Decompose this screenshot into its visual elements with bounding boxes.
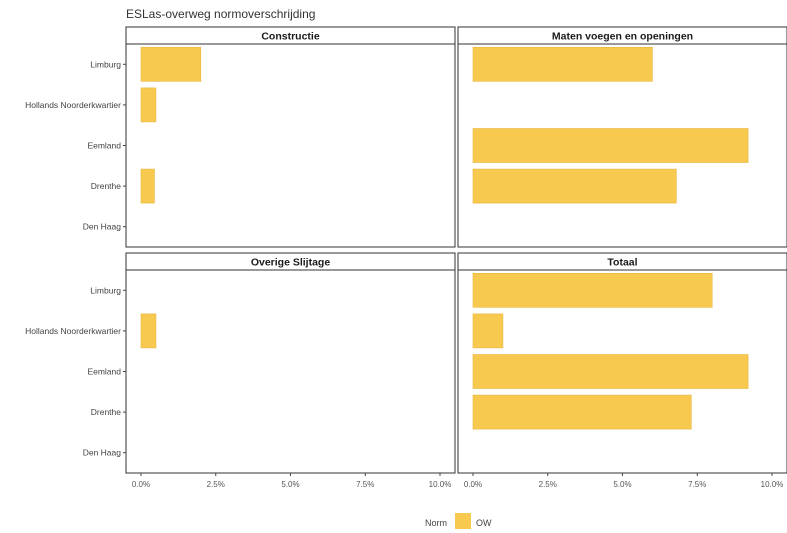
bar-hollands-noorderkwartier [140,87,157,123]
legend-title: Norm [425,518,447,528]
bar-eemland [472,128,749,163]
panel-constructie: Constructie Limburg Hollands Noorderkwarti… [25,26,456,248]
chart-title: ESLas-overweg normoverschrijding [126,7,315,21]
x-tick-label: 0.0% [132,480,150,489]
y-tick-label-eemland: Eemland [87,141,121,151]
legend: Norm OW [425,513,492,529]
y-tick-label-limburg: Limburg [90,59,121,69]
chart-panels: Constructie Limburg Hollands Noorderkwarti… [25,26,787,489]
y-tick-label-hollands-noorderkwartier: Hollands Noorderkwartier [25,100,121,110]
x-tick-label: 2.5% [539,480,557,489]
panel-overige-slijtage: Overige Slijtage Limburg Hollands Noorderk… [25,252,456,489]
panel-plot-area [125,269,456,474]
x-tick-label: 2.5% [207,480,225,489]
bar-drenthe [140,168,155,204]
panel-strip-label: Maten voegen en openingen [552,31,693,43]
legend-label-ow: OW [476,518,492,528]
x-tick-label: 10.0% [429,480,452,489]
x-tick-label: 10.0% [761,480,784,489]
y-tick-label-hollands-noorderkwartier: Hollands Noorderkwartier [25,326,121,336]
y-tick-label-den-haag: Den Haag [83,448,122,458]
bar-limburg [472,46,653,82]
bar-eemland [472,354,749,389]
y-tick-label-limburg: Limburg [90,285,121,295]
panel-totaal: Totaal 0.0% 2.5% 5.0% 7.5% 10.0% [457,252,787,489]
panel-strip-label: Overige Slijtage [251,257,331,269]
y-tick-label-drenthe: Drenthe [91,407,122,417]
bar-limburg [140,46,202,82]
bar-drenthe [472,168,677,204]
y-tick-label-eemland: Eemland [87,367,121,377]
x-tick-label: 0.0% [464,480,482,489]
x-tick-label: 5.0% [281,480,299,489]
panel-strip-label: Totaal [607,257,637,269]
x-tick-label: 7.5% [356,480,374,489]
bar-hollands-noorderkwartier [472,313,504,349]
legend-swatch-ow [455,513,471,529]
panel-maten-voegen-en-openingen: Maten voegen en openingen [457,26,787,248]
y-tick-label-drenthe: Drenthe [91,181,122,191]
bar-hollands-noorderkwartier [140,313,157,349]
x-tick-label: 7.5% [688,480,706,489]
y-tick-label-den-haag: Den Haag [83,222,122,232]
bar-drenthe [472,394,692,430]
bar-limburg [472,272,713,308]
panel-strip-label: Constructie [261,31,320,43]
x-tick-label: 5.0% [613,480,631,489]
